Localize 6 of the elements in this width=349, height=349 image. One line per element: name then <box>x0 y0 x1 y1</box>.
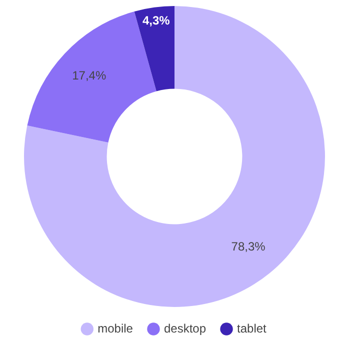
legend-label: desktop <box>164 321 206 336</box>
data-label: 4,3% <box>142 14 170 28</box>
data-label: 17,4% <box>72 68 106 83</box>
legend-label: mobile <box>98 321 134 336</box>
data-label: 78,3% <box>231 240 266 254</box>
legend-label: tablet <box>237 321 268 336</box>
